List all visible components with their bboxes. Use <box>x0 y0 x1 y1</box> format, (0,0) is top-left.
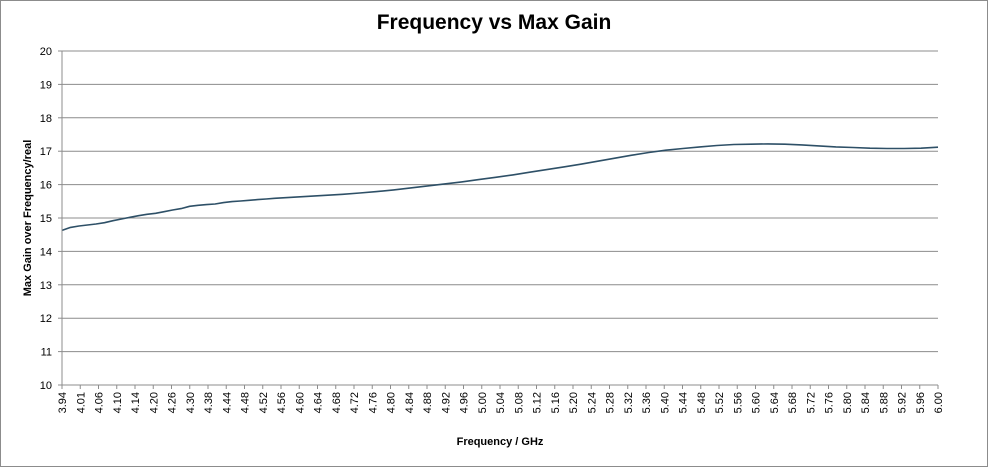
x-tick-label: 6.00 <box>933 392 945 413</box>
x-tick-label: 5.36 <box>641 392 653 413</box>
x-tick-label: 5.84 <box>860 392 872 413</box>
x-tick-label: 4.56 <box>276 392 288 413</box>
y-tick-labels: 10 11 12 13 14 15 16 17 18 19 20 <box>40 46 52 392</box>
x-tick-label: 5.64 <box>769 392 781 413</box>
chart-title: Frequency vs Max Gain <box>376 11 612 34</box>
x-tick-label: 5.32 <box>623 392 635 413</box>
y-tick-label: 12 <box>40 313 52 325</box>
x-tick-label: 4.48 <box>240 392 252 413</box>
x-tick-label: 5.76 <box>824 392 836 413</box>
x-tick-label: 5.44 <box>678 392 690 413</box>
gridlines <box>58 50 938 386</box>
x-tick-label: 5.88 <box>878 392 890 413</box>
x-tick-label: 4.14 <box>130 392 142 413</box>
x-tick-label: 5.52 <box>714 392 726 413</box>
x-tick-label: 4.84 <box>404 392 416 413</box>
x-tick-label: 4.68 <box>331 392 343 413</box>
x-tick-label: 4.60 <box>294 392 306 413</box>
y-tick-label: 18 <box>40 113 52 125</box>
y-tick-label: 20 <box>40 46 52 58</box>
x-tick-label: 4.80 <box>386 392 398 413</box>
y-tick-label: 14 <box>40 246 52 258</box>
x-tick-label: 3.94 <box>57 392 69 413</box>
x-tick-label: 5.00 <box>477 392 489 413</box>
x-tick-label: 4.38 <box>203 392 215 413</box>
x-tick-label: 5.60 <box>751 392 763 413</box>
x-tick-label: 5.08 <box>513 392 525 413</box>
y-tick-label: 17 <box>40 146 52 158</box>
x-tick-labels: 3.94 4.01 4.06 4.10 4.14 4.20 4.26 4.30 4.38 4.44… <box>57 385 945 413</box>
x-tick-label: 4.01 <box>75 392 87 413</box>
y-tick-label: 19 <box>40 79 52 91</box>
axes <box>61 51 938 386</box>
x-tick-label: 4.52 <box>258 392 270 413</box>
x-tick-label: 4.64 <box>313 392 325 413</box>
series-line <box>61 143 939 232</box>
x-tick-label: 5.20 <box>568 392 580 413</box>
x-tick-label: 5.92 <box>897 392 909 413</box>
x-tick-label: 4.06 <box>94 392 106 413</box>
x-tick-label: 4.10 <box>112 392 124 413</box>
x-tick-label: 5.28 <box>605 392 617 413</box>
y-tick-label: 15 <box>40 213 52 225</box>
x-tick-label: 5.72 <box>805 392 817 413</box>
x-tick-label: 5.24 <box>586 392 598 413</box>
x-tick-label: 4.26 <box>167 392 179 413</box>
x-tick-label: 4.76 <box>367 392 379 413</box>
x-tick-label: 5.48 <box>696 392 708 413</box>
x-tick-label: 5.96 <box>915 392 927 413</box>
x-tick-label: 4.20 <box>148 392 160 413</box>
y-tick-label: 11 <box>41 347 52 359</box>
x-tick-label: 5.04 <box>495 392 507 413</box>
x-tick-label: 5.68 <box>787 392 799 413</box>
x-tick-label: 5.80 <box>842 392 854 413</box>
y-tick-label: 16 <box>40 180 52 192</box>
y-tick-label: 13 <box>40 280 52 292</box>
x-tick-label: 4.44 <box>221 392 233 413</box>
x-tick-label: 4.72 <box>349 392 361 413</box>
x-tick-label: 4.96 <box>459 392 471 413</box>
x-tick-label: 5.12 <box>532 392 544 413</box>
x-tick-label: 5.40 <box>659 392 671 413</box>
y-tick-label: 10 <box>40 380 52 392</box>
x-tick-label: 4.92 <box>440 392 452 413</box>
x-tick-label: 4.30 <box>185 392 197 413</box>
x-axis-label: Frequency / GHz <box>456 436 544 448</box>
x-tick-label: 5.16 <box>550 392 562 413</box>
x-tick-label: 5.56 <box>732 392 744 413</box>
x-tick-label: 4.88 <box>422 392 434 413</box>
series-layer <box>61 143 939 232</box>
